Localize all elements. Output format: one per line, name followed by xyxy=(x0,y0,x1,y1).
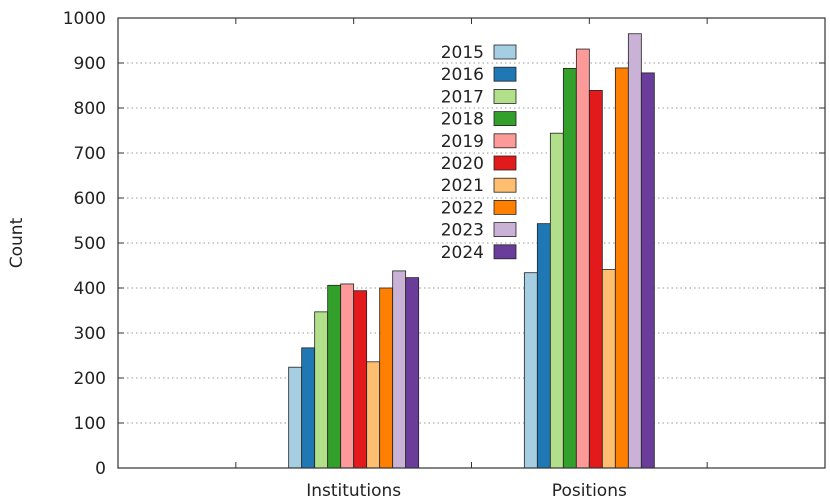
legend-swatch-2024 xyxy=(493,244,517,260)
bar-positions-2023 xyxy=(627,33,642,469)
y-tick-label: 1000 xyxy=(63,9,106,29)
x-tick-label-positions: Positions xyxy=(552,481,627,501)
legend-label-2015: 2015 xyxy=(441,43,484,63)
bar-institutions-2024 xyxy=(405,277,420,469)
y-tick-label: 400 xyxy=(74,279,106,299)
bar-institutions-2020 xyxy=(353,290,368,469)
ticks xyxy=(118,17,825,469)
bar-institutions-2018 xyxy=(327,284,342,469)
y-tick-label: 100 xyxy=(74,414,106,434)
y-tick-label: 200 xyxy=(74,369,106,389)
x-tick-labels: Institutions Positions xyxy=(306,481,627,501)
gridlines xyxy=(118,62,825,424)
legend-swatch-2020 xyxy=(493,155,517,171)
y-axis-label: Count xyxy=(7,217,27,268)
bar-institutions-2019 xyxy=(340,283,355,469)
bar-positions-2017 xyxy=(549,132,564,469)
y-tick-label: 800 xyxy=(74,99,106,119)
x-tick-label-institutions: Institutions xyxy=(306,481,401,501)
y-tick-label: 500 xyxy=(74,234,106,254)
legend-swatch-2023 xyxy=(493,222,517,238)
y-tick-label: 700 xyxy=(74,144,106,164)
legend-label-2021: 2021 xyxy=(441,176,484,196)
bar-positions-2015 xyxy=(523,272,538,469)
bar-institutions-2023 xyxy=(392,270,407,469)
legend-label-2016: 2016 xyxy=(441,65,484,85)
bar-positions-2024 xyxy=(640,72,655,469)
legend-label-2017: 2017 xyxy=(441,87,484,107)
legend-swatch-2016 xyxy=(493,66,517,82)
legend-label-2019: 2019 xyxy=(441,132,484,152)
bar-institutions-2017 xyxy=(314,311,329,469)
legend-label-2018: 2018 xyxy=(441,110,484,130)
bar-positions-2020 xyxy=(588,90,603,469)
y-tick-label: 900 xyxy=(74,54,106,74)
bar-positions-2019 xyxy=(575,48,590,469)
bar-institutions-2016 xyxy=(301,347,316,469)
legend-label-2024: 2024 xyxy=(441,243,484,263)
bar-positions-2022 xyxy=(614,67,629,469)
y-tick-label: 0 xyxy=(95,459,106,479)
bar-positions-2021 xyxy=(601,269,616,469)
y-tick-labels: 0 100 200 300 400 500 600 700 800 900 1000 xyxy=(63,9,106,479)
legend-swatch-2018 xyxy=(493,111,517,126)
y-tick-label: 600 xyxy=(74,189,106,209)
legend-label-2022: 2022 xyxy=(441,198,484,218)
legend-swatch-2015 xyxy=(493,44,517,60)
legend-label-2020: 2020 xyxy=(441,154,484,174)
bars xyxy=(288,33,655,469)
legend-swatch-2017 xyxy=(493,89,517,104)
legend-swatch-2019 xyxy=(493,133,517,149)
bar-institutions-2022 xyxy=(379,287,394,469)
bar-positions-2016 xyxy=(536,223,551,469)
y-tick-label: 300 xyxy=(74,324,106,344)
legend-swatch-2022 xyxy=(493,199,517,215)
bar-institutions-2021 xyxy=(366,361,381,469)
bar-institutions-2015 xyxy=(288,366,303,469)
legend-label-2023: 2023 xyxy=(441,221,484,241)
legend-swatch-2021 xyxy=(493,177,517,193)
bar-positions-2018 xyxy=(562,68,577,469)
